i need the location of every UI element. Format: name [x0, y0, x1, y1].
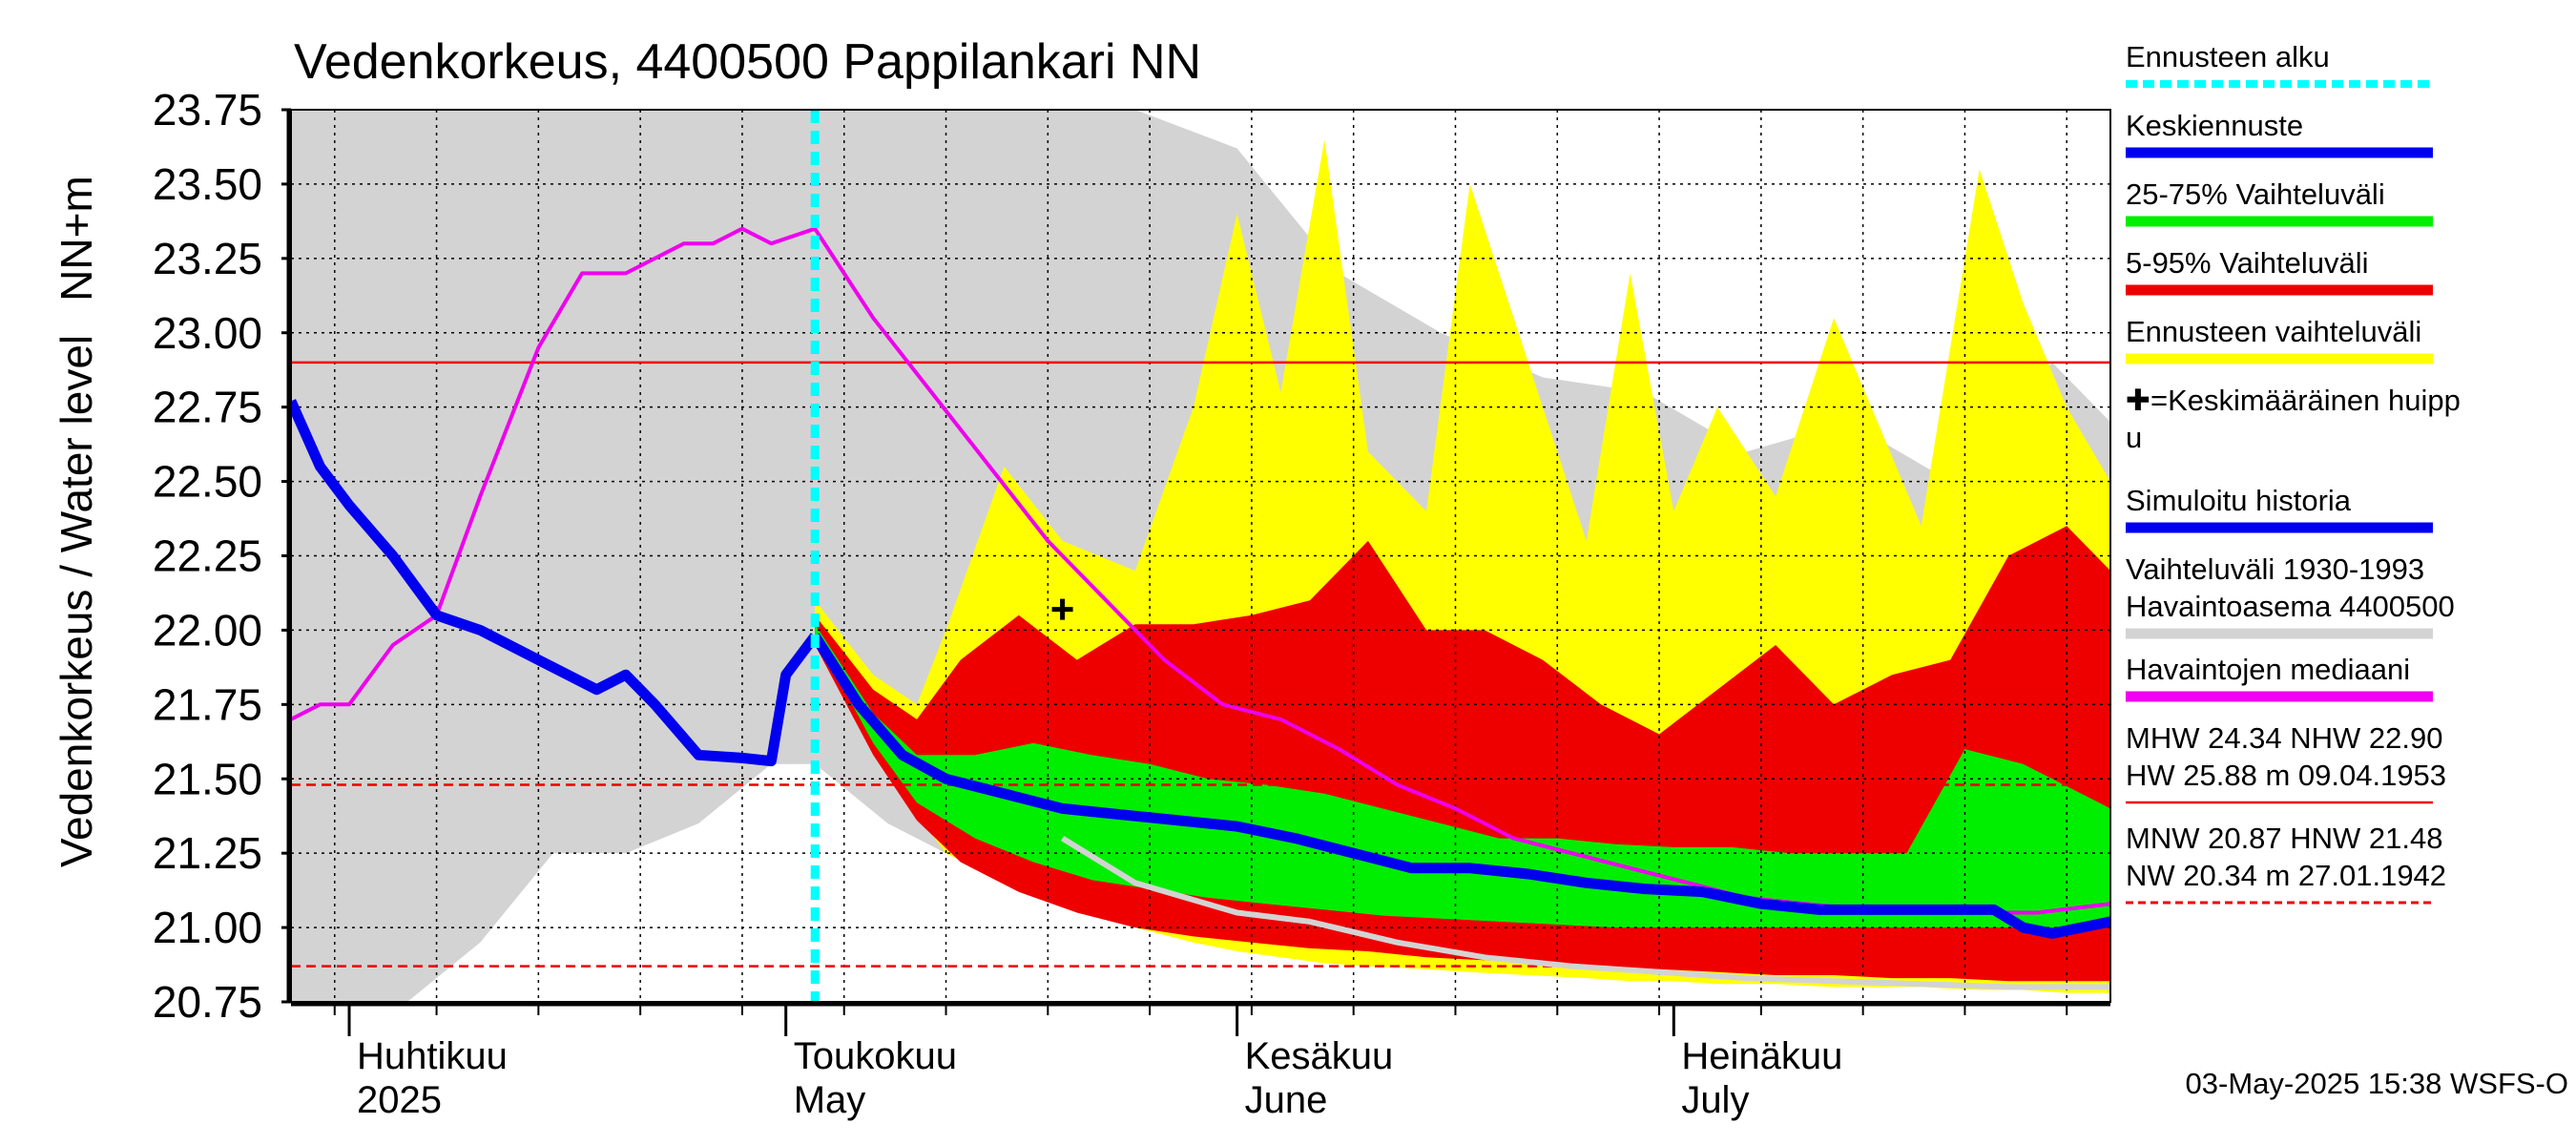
x-month-label: Heinäkuu	[1681, 1035, 1842, 1077]
legend-label: MHW 24.34 NHW 22.90	[2126, 721, 2443, 755]
y-tick-label: 22.00	[153, 605, 262, 655]
y-tick-label: 21.25	[153, 828, 262, 878]
legend-item-5-95-vaihteluv-li: 5-95% Vaihteluväli	[2126, 246, 2433, 296]
legend-label-2: NW 20.34 m 27.01.1942	[2126, 859, 2446, 892]
y-tick-label: 22.75	[153, 383, 262, 432]
legend-item-havaintojen-mediaani: Havaintojen mediaani	[2126, 653, 2433, 702]
legend: Ennusteen alku Keskiennuste 25-75% Vaihtel…	[2126, 40, 2461, 905]
y-tick-label: 21.50	[153, 754, 262, 803]
legend-label-2: HW 25.88 m 09.04.1953	[2126, 759, 2446, 792]
x-month-sublabel: 2025	[357, 1079, 442, 1121]
legend-label: ✚=Keskimääräinen huipp	[2126, 384, 2461, 417]
x-month-label: Kesäkuu	[1245, 1035, 1394, 1077]
y-axis-label: Vedenkorkeus / Water level	[52, 335, 101, 867]
line-keskiennuste	[810, 633, 2110, 939]
legend-label-2: u	[2126, 421, 2142, 454]
y-tick-label: 22.25	[153, 531, 262, 581]
legend-item-ennusteen-vaihteluv-li: Ennusteen vaihteluväli	[2126, 315, 2433, 364]
chart-title: Vedenkorkeus, 4400500 Pappilankari NN	[294, 34, 1201, 90]
y-tick-label: 23.50	[153, 159, 262, 209]
legend-label: 5-95% Vaihteluväli	[2126, 246, 2368, 280]
legend-item-keskim-r-inen-huipp: ✚=Keskimääräinen huipp u	[2126, 384, 2461, 454]
x-month-sublabel: July	[1681, 1079, 1749, 1121]
y-tick-label: 23.00	[153, 308, 262, 358]
line-simuloitu-historia	[291, 399, 820, 767]
y-tick-label: 23.75	[153, 85, 262, 135]
y-tick-label: 21.00	[153, 903, 262, 952]
legend-label: 25-75% Vaihteluväli	[2126, 177, 2385, 211]
legend-label: Vaihteluväli 1930-1993	[2126, 552, 2424, 586]
legend-item-vaihteluv-li-1930-1993: Vaihteluväli 1930-1993 Havaintoasema 440…	[2126, 552, 2455, 639]
plot-content	[291, 110, 2110, 1002]
legend-item-mhw-24-34-nhw-22-90: MHW 24.34 NHW 22.90 HW 25.88 m 09.04.1953	[2126, 721, 2446, 804]
legend-item-keskiennuste: Keskiennuste	[2126, 109, 2433, 158]
x-month-sublabel: May	[794, 1079, 866, 1121]
legend-label: Ennusteen alku	[2126, 40, 2330, 73]
legend-item-25-75-vaihteluv-li: 25-75% Vaihteluväli	[2126, 177, 2433, 227]
legend-item-simuloitu-historia: Simuloitu historia	[2126, 484, 2433, 533]
y-tick-label: 20.75	[153, 977, 262, 1027]
legend-item-mnw-20-87-hnw-21-48: MNW 20.87 HNW 21.48 NW 20.34 m 27.01.1942	[2126, 822, 2446, 905]
x-month-sublabel: June	[1245, 1079, 1328, 1121]
plot-area	[291, 110, 2110, 1002]
axes: 20.75 21.00 21.25 21.50 21.75 22.00 22.25 22.50…	[153, 85, 2111, 1121]
mean-peak-marker	[1051, 598, 1073, 620]
legend-label: Ennusteen vaihteluväli	[2126, 315, 2421, 348]
x-month-label: Huhtikuu	[357, 1035, 508, 1077]
line-havaintoasema-4400500	[1061, 836, 2110, 990]
timestamp-footer: 03-May-2025 15:38 WSFS-O	[2186, 1067, 2568, 1100]
legend-label: Simuloitu historia	[2126, 484, 2352, 517]
legend-label: Havaintojen mediaani	[2126, 653, 2410, 686]
x-month-label: Toukokuu	[794, 1035, 957, 1077]
band-25-75-vaihteluv-li	[815, 624, 2110, 928]
y-tick-label: 22.50	[153, 457, 262, 507]
y-tick-label: 21.75	[153, 679, 262, 729]
legend-item-ennusteen-alku: Ennusteen alku	[2126, 40, 2433, 88]
legend-label: MNW 20.87 HNW 21.48	[2126, 822, 2443, 855]
legend-label-2: Havaintoasema 4400500	[2126, 590, 2455, 623]
y-tick-label: 23.25	[153, 234, 262, 283]
legend-label: Keskiennuste	[2126, 109, 2303, 142]
y-axis-unit: NN+m	[52, 176, 101, 302]
